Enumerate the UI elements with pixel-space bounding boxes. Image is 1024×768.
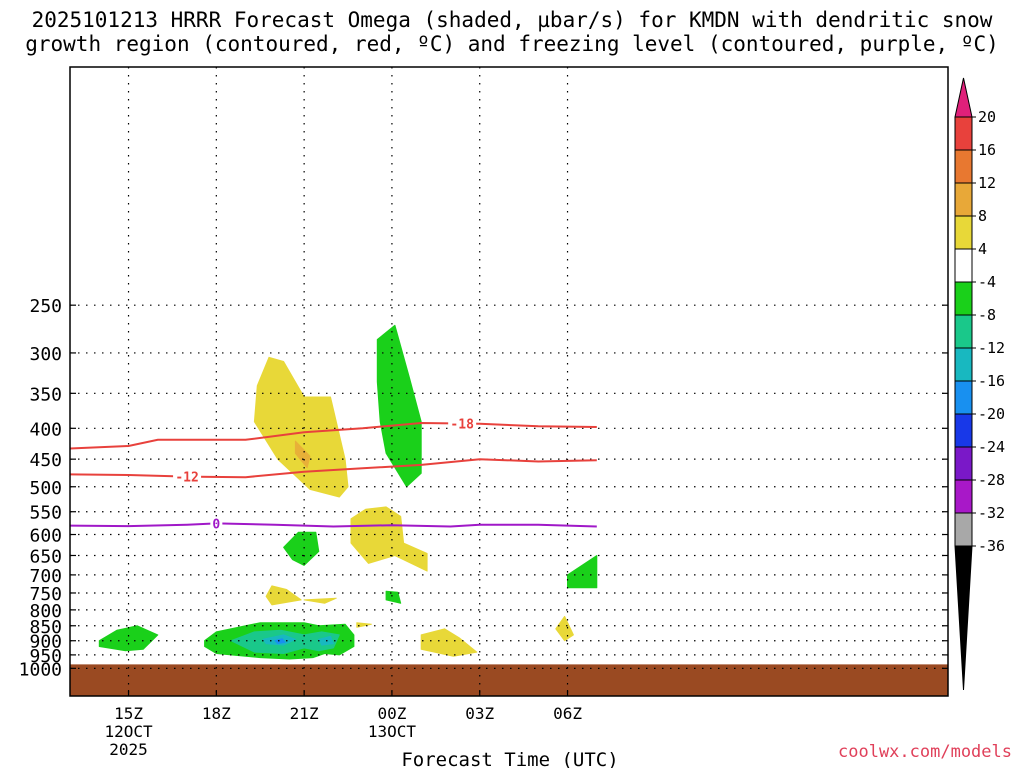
colorbar-segment — [954, 182, 973, 217]
y-tick-label: 750 — [29, 584, 62, 605]
omega-region-2 — [376, 324, 422, 488]
colorbar-label: -16 — [978, 372, 1005, 390]
contour-label: -12 — [175, 471, 198, 486]
colorbar-segment — [954, 446, 973, 481]
contour-line-2 — [69, 522, 597, 528]
colorbar-segment — [954, 248, 973, 283]
y-tick-label: 450 — [29, 450, 62, 471]
x-tick-label: 18Z — [202, 704, 231, 723]
y-tick-label: 700 — [29, 566, 62, 587]
x-tick-label: 00Z — [377, 704, 406, 723]
y-tick-label: 550 — [29, 503, 62, 524]
colorbar-segment — [954, 413, 973, 448]
x-tick-sublabel: 12OCT — [104, 722, 153, 741]
contour-label-bg — [173, 469, 202, 484]
y-tick-label: 850 — [29, 617, 62, 638]
y-tick-label: 1000 — [19, 659, 62, 680]
colorbar-segment — [954, 512, 973, 547]
grid-lines — [70, 67, 948, 696]
credit-text: coolwx.com/models — [838, 742, 1012, 762]
y-tick-label: 400 — [29, 419, 62, 440]
ground-layer — [70, 664, 948, 696]
colorbar-segment — [954, 281, 973, 316]
contour-line-1 — [69, 458, 597, 479]
omega-region-5 — [265, 585, 302, 606]
colorbar-label: 20 — [978, 108, 996, 126]
y-tick-label: 900 — [29, 632, 62, 653]
temperature-contours: -18 -12 0 — [69, 416, 597, 532]
chart-title-line2: growth region (contoured, red, ºC) and f… — [25, 32, 999, 56]
colorbar-label: -8 — [978, 306, 996, 324]
y-tick-label: 800 — [29, 601, 62, 622]
omega-region-11 — [567, 555, 598, 589]
colorbar-segment — [954, 380, 973, 415]
y-tick-label: 600 — [29, 526, 62, 547]
colorbar: 20 16 12 8 4 -4 -8 -12 -16 -20 -24 -28 -32 -36 — [954, 77, 1005, 691]
x-tick-label: 03Z — [465, 704, 494, 723]
omega-region-9 — [420, 628, 478, 657]
colorbar-segment — [954, 215, 973, 250]
omega-region-10 — [555, 615, 574, 642]
chart-title-line1: 2025101213 HRRR Forecast Omega (shaded, … — [31, 8, 993, 32]
x-tick-sublabel: 13OCT — [368, 722, 417, 741]
colorbar-label: -28 — [978, 471, 1005, 489]
omega-region-6 — [303, 597, 337, 604]
contour-label: 0 — [212, 517, 220, 532]
omega-region-3 — [350, 506, 428, 572]
colorbar-label: -36 — [978, 537, 1005, 555]
colorbar-segment — [954, 347, 973, 382]
ground-fill — [70, 664, 948, 696]
x-tick-label: 21Z — [290, 704, 319, 723]
contour-label-bg — [210, 516, 223, 531]
colorbar-segment — [954, 116, 973, 151]
colorbar-label: 4 — [978, 240, 987, 258]
contour-label-bg — [448, 416, 477, 431]
colorbar-label: -4 — [978, 273, 996, 291]
contour-line-0 — [69, 421, 597, 450]
omega-shaded-regions — [98, 324, 598, 660]
colorbar-segment — [954, 479, 973, 514]
plot-frame — [69, 66, 949, 697]
x-tick-label: 06Z — [553, 704, 582, 723]
omega-region-4 — [283, 531, 320, 566]
omega-region-8 — [356, 622, 372, 628]
y-tick-label: 650 — [29, 546, 62, 567]
contour-label: -18 — [450, 417, 474, 432]
colorbar-label: -24 — [978, 438, 1005, 456]
y-tick-label: 500 — [29, 478, 62, 499]
omega-region-1 — [294, 440, 311, 469]
axes: 2503003504004505005506006507007508008509… — [19, 66, 949, 768]
y-tick-label: 300 — [29, 344, 62, 365]
omega-region-12 — [98, 625, 159, 652]
colorbar-label: 12 — [978, 174, 996, 192]
colorbar-label: 8 — [978, 207, 987, 225]
y-tick-label: 350 — [29, 384, 62, 405]
omega-region-17 — [274, 638, 286, 645]
colorbar-bottom-arrow — [954, 545, 973, 691]
x-axis-label: Forecast Time (UTC) — [401, 749, 618, 768]
colorbar-label: -32 — [978, 504, 1005, 522]
colorbar-label: -20 — [978, 405, 1005, 423]
x-tick-label: 15Z — [114, 704, 143, 723]
colorbar-segment — [954, 314, 973, 349]
y-tick-label: 250 — [29, 296, 62, 317]
colorbar-segment — [954, 149, 973, 184]
colorbar-label: -12 — [978, 339, 1005, 357]
colorbar-top-arrow — [954, 77, 973, 118]
y-tick-label: 950 — [29, 646, 62, 667]
colorbar-label: 16 — [978, 141, 996, 159]
x-tick-sublabel: 2025 — [109, 740, 148, 759]
omega-region-7 — [385, 590, 402, 604]
